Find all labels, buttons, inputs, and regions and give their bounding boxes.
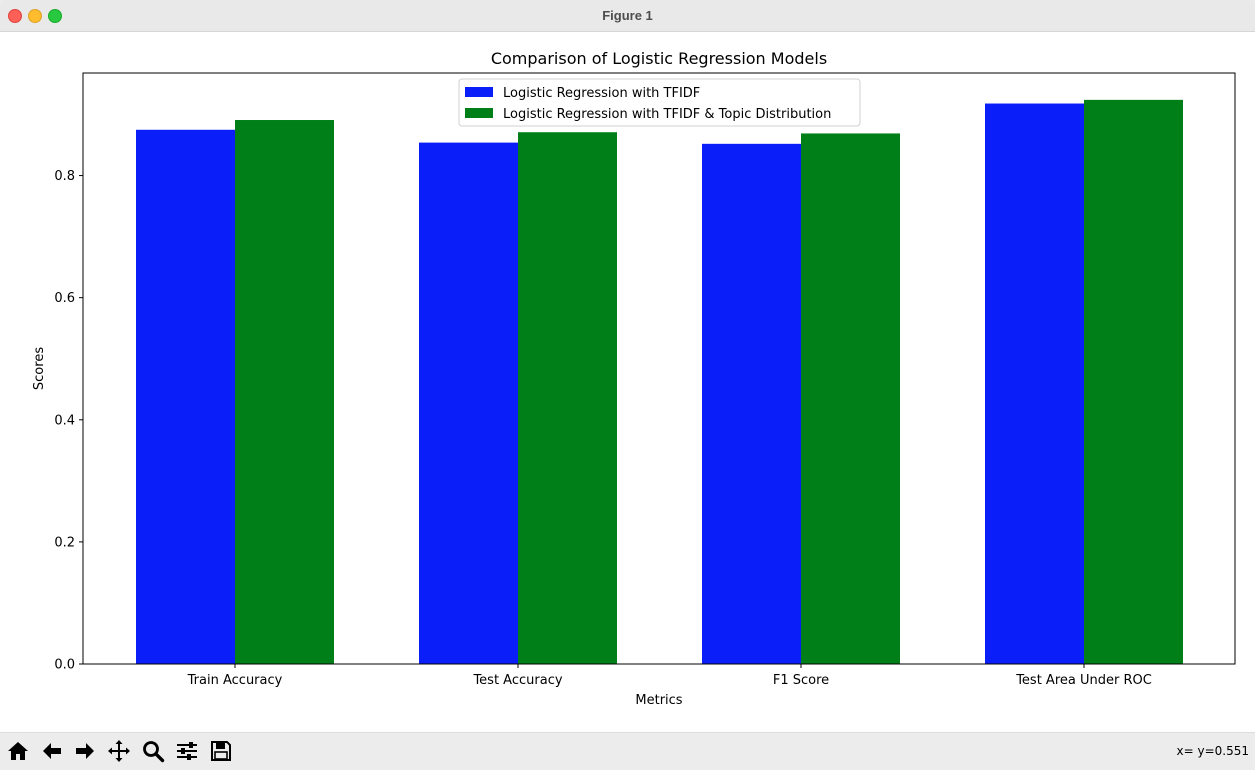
minimize-window-button[interactable] — [28, 9, 42, 23]
y-tick-label: 0.8 — [54, 169, 75, 184]
legend-box — [458, 78, 861, 127]
y-tick-label: 0.2 — [54, 535, 75, 550]
y-tick-label: 0.0 — [54, 658, 75, 673]
bar — [136, 129, 235, 664]
navigation-toolbar: x= y=0.551 — [0, 732, 1255, 770]
legend-label: Logistic Regression with TFIDF — [503, 86, 700, 101]
back-button[interactable] — [37, 736, 67, 766]
home-button[interactable] — [3, 736, 33, 766]
legend-label: Logistic Regression with TFIDF & Topic D… — [503, 107, 831, 122]
y-axis-label: Scores — [32, 347, 47, 390]
bar — [518, 132, 617, 664]
zoom-icon — [143, 741, 165, 763]
maximize-window-button[interactable] — [48, 9, 62, 23]
forward-button[interactable] — [70, 736, 100, 766]
legend-swatch — [465, 87, 493, 97]
bar — [702, 143, 801, 664]
window-title: Figure 1 — [602, 8, 653, 23]
bar — [985, 103, 1084, 665]
bar-chart: 0.0 0.2 0.4 0.6 0.8 Train Accuracy Test Accura… — [32, 49, 1236, 708]
pan-button[interactable] — [104, 736, 134, 766]
bar — [801, 133, 900, 664]
bar — [419, 142, 518, 664]
back-arrow-icon — [43, 743, 61, 759]
save-icon — [211, 741, 231, 761]
home-icon — [8, 742, 28, 760]
x-tick-label: Test Area Under ROC — [1015, 673, 1152, 688]
bar — [1084, 99, 1183, 664]
x-tick-label: Train Accuracy — [187, 673, 283, 688]
window-titlebar: Figure 1 — [0, 0, 1255, 32]
y-tick-label: 0.4 — [54, 413, 75, 428]
cursor-coordinates: x= y=0.551 — [1176, 744, 1249, 758]
legend-swatch — [465, 108, 493, 118]
forward-arrow-icon — [76, 743, 94, 759]
x-tick-label: F1 Score — [773, 673, 829, 688]
x-tick-label: Test Accuracy — [472, 673, 562, 688]
configure-subplots-button[interactable] — [172, 736, 202, 766]
close-window-button[interactable] — [8, 9, 22, 23]
zoom-button[interactable] — [138, 736, 168, 766]
pan-icon — [108, 740, 130, 762]
x-axis-label: Metrics — [635, 693, 682, 708]
figure-canvas[interactable]: 0.0 0.2 0.4 0.6 0.8 Train Accuracy Test Accura… — [0, 32, 1255, 732]
configure-subplots-icon — [177, 742, 197, 760]
y-tick-label: 0.6 — [54, 291, 75, 306]
chart-title: Comparison of Logistic Regression Models — [491, 49, 827, 68]
save-button[interactable] — [206, 736, 236, 766]
plot-frame — [82, 72, 1236, 665]
bar — [235, 120, 334, 665]
